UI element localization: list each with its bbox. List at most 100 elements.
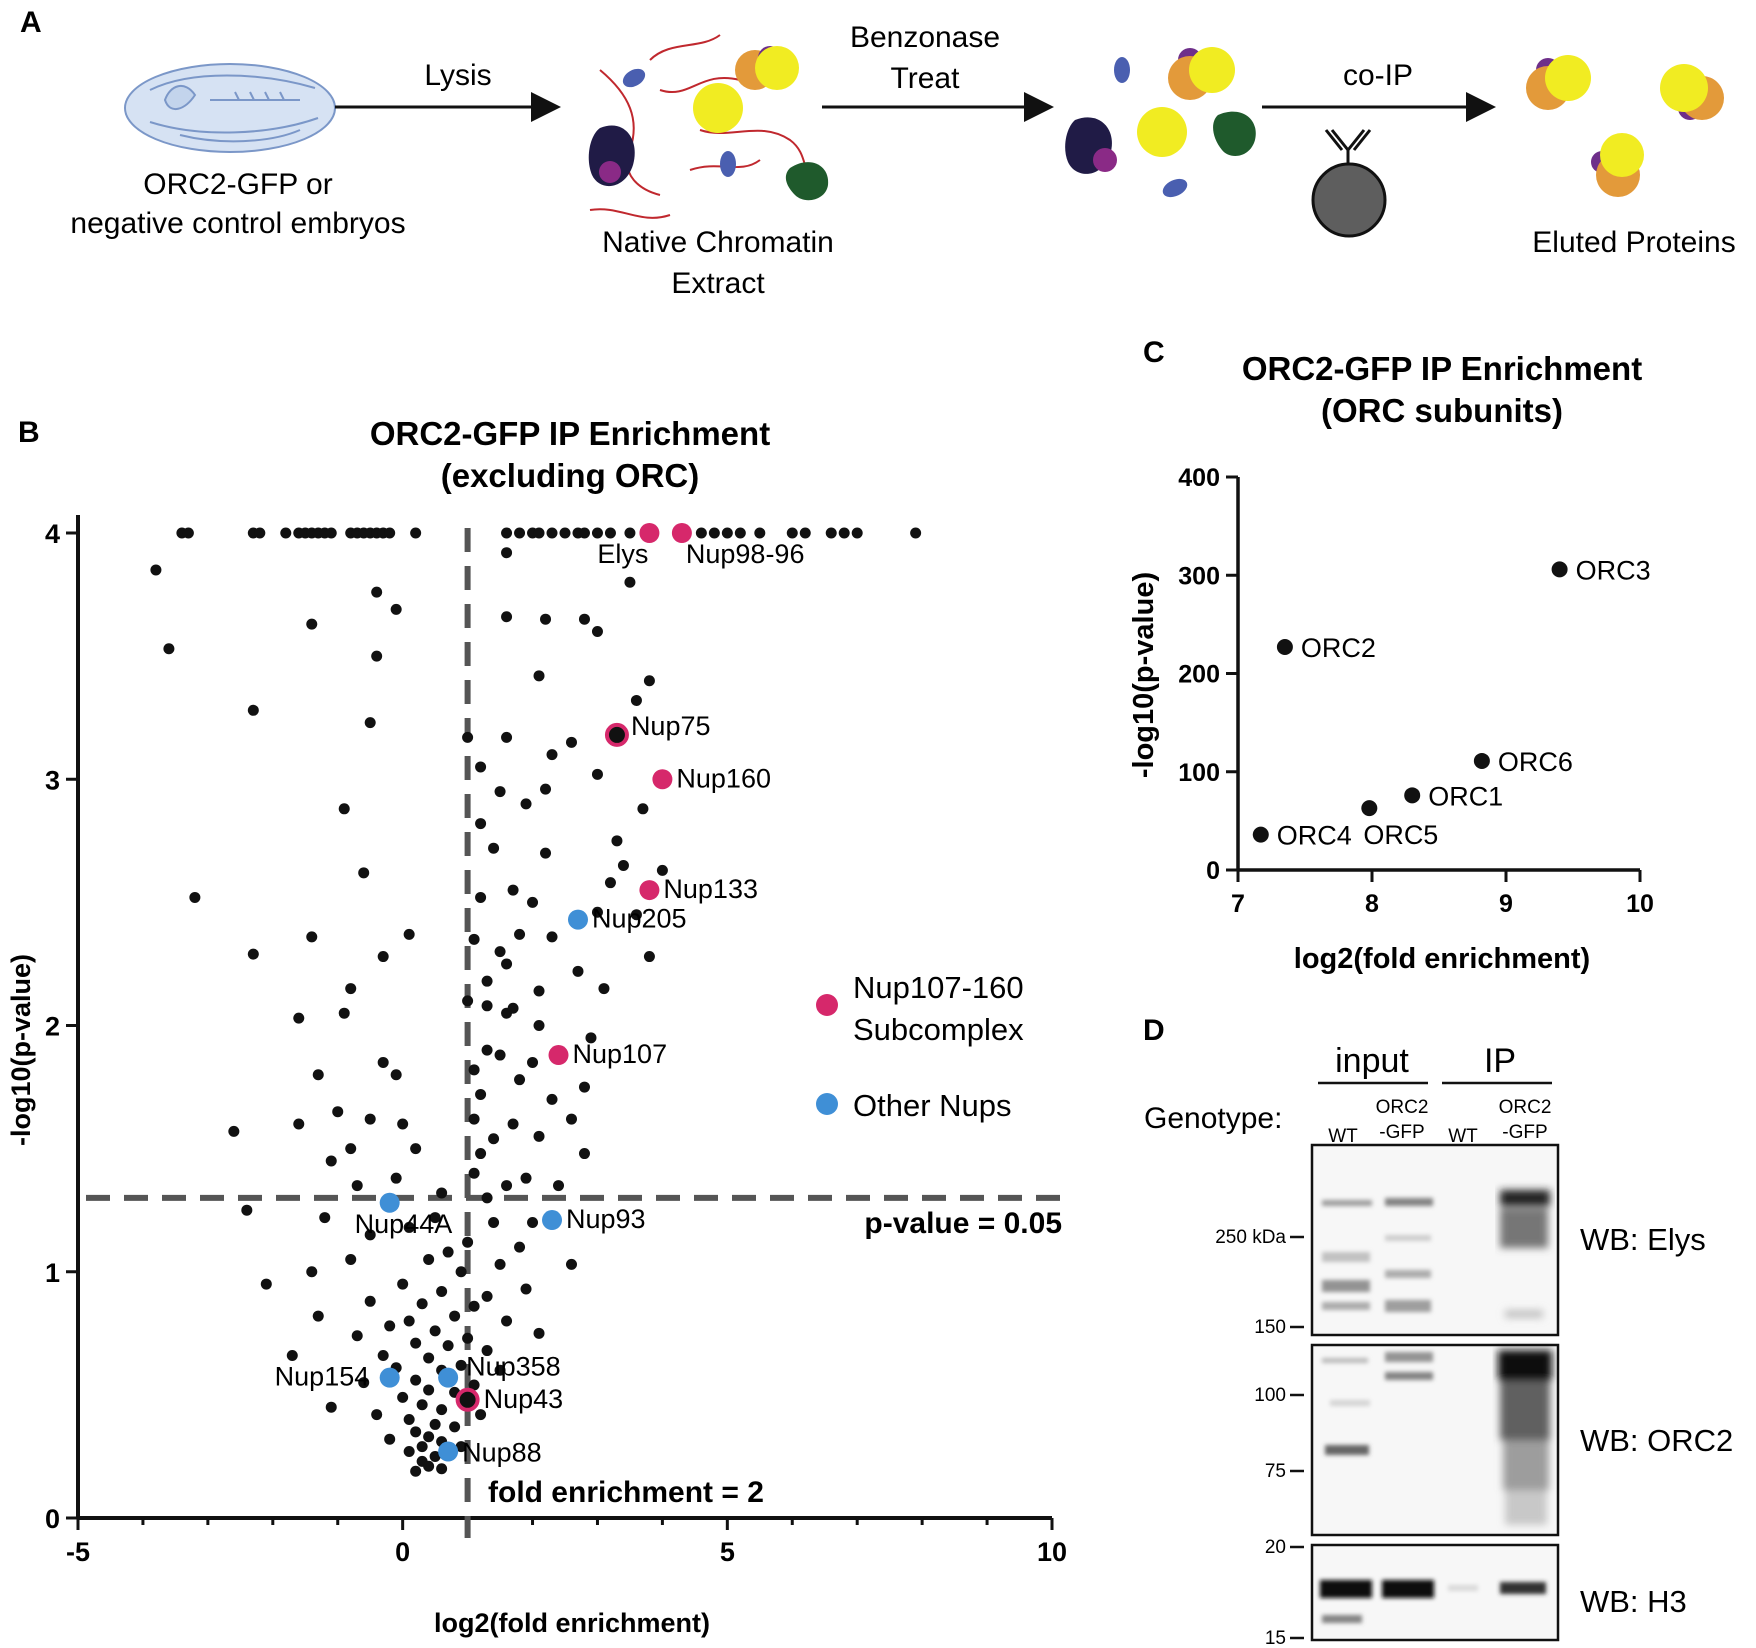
scatter-point — [306, 618, 318, 630]
scatter-point — [533, 670, 545, 682]
group-label-input: input — [1335, 1042, 1409, 1080]
scatter-point — [643, 951, 655, 963]
orc-label-orc5: ORC5 — [1363, 820, 1438, 850]
scatter-point — [280, 527, 292, 539]
scatter-point — [241, 1204, 253, 1216]
scatter-point — [410, 1465, 422, 1477]
scatter-point — [565, 1258, 577, 1270]
nup-label-nup160: Nup160 — [676, 763, 771, 793]
scatter-point — [591, 906, 603, 918]
scatter-point — [488, 842, 500, 854]
panel-d: D input IP Genotype: WT ORC2 -GFP WT ORC… — [1143, 1014, 1733, 1648]
scatter-point — [533, 1020, 545, 1031]
scatter-point — [306, 931, 318, 943]
scatter-point — [910, 527, 922, 539]
panel-a: A ORC2-GFP or negative control embryos L… — [20, 6, 1736, 300]
lane-label-2-line1: ORC2 — [1376, 1097, 1429, 1118]
scatter-point — [514, 1241, 526, 1253]
scatter-point — [624, 576, 636, 588]
scatter-point — [254, 527, 266, 539]
orc-label-orc3: ORC3 — [1576, 555, 1651, 585]
scatter-point — [520, 1283, 532, 1295]
nup-point-nup205 — [567, 909, 588, 930]
scatter-point — [656, 864, 668, 876]
panel-c-points: ORC3 ORC2 ORC6 ORC1 ORC5 ORC4 — [1252, 555, 1651, 851]
scatter-point — [501, 1180, 513, 1192]
nup-label-nup205: Nup205 — [592, 904, 687, 934]
scatter-point — [332, 1106, 344, 1118]
legend-marker-nup107-160 — [816, 994, 838, 1016]
nup-point-nup107 — [548, 1045, 569, 1066]
scatter-point — [565, 1113, 577, 1125]
scatter-point — [325, 1401, 337, 1413]
panel-b-y-tick-label: 2 — [45, 1012, 60, 1042]
scatter-point — [475, 1148, 487, 1160]
scatter-point — [371, 650, 383, 662]
benzonase-label-line1: Benzonase — [850, 21, 1000, 54]
scatter-point — [494, 1258, 506, 1270]
scatter-point — [351, 1180, 363, 1192]
scatter-point — [520, 1172, 532, 1184]
nup-label-nup44a: Nup44A — [355, 1209, 453, 1239]
scatter-point — [604, 877, 616, 889]
scatter-point — [533, 1327, 545, 1339]
scatter-point — [494, 1049, 506, 1061]
pvalue-threshold-label: p-value = 0.05 — [864, 1207, 1062, 1240]
scatter-point — [358, 1377, 370, 1389]
legend-label-nup107-160-line1: Nup107-160 — [853, 970, 1024, 1005]
marker-elys-1: 250 kDa — [1215, 1227, 1286, 1248]
scatter-point — [436, 1404, 448, 1416]
lysis-label: Lysis — [424, 59, 491, 92]
scatter-point — [403, 1315, 415, 1327]
scatter-point — [578, 527, 590, 539]
coip-label: co-IP — [1343, 59, 1413, 92]
panel-b-x-tick-label: -5 — [66, 1537, 90, 1567]
scatter-point — [455, 1441, 467, 1453]
scatter-point — [442, 1246, 454, 1258]
scatter-point — [481, 1192, 493, 1204]
scatter-point — [754, 527, 766, 539]
scatter-point — [501, 1315, 513, 1327]
scatter-point — [384, 527, 396, 539]
scatter-point — [546, 749, 558, 761]
panel-b-point-labels: Elys Nup98-96 Nup75 Nup160 Nup133 Nup107 Nup43… — [275, 539, 805, 1468]
scatter-point — [455, 1359, 467, 1371]
scatter-point — [591, 768, 603, 780]
antibody-bead-illustration — [1311, 129, 1387, 238]
scatter-point — [390, 1172, 402, 1184]
scatter-point — [604, 527, 616, 539]
legend-marker-other-nups — [816, 1093, 838, 1115]
scatter-point — [481, 1345, 493, 1357]
scatter-point — [423, 1460, 435, 1472]
scatter-point — [150, 564, 162, 576]
panel-b-points — [150, 523, 922, 1477]
panel-b-x-tick-label: 5 — [720, 1537, 735, 1567]
scatter-point — [397, 1278, 409, 1290]
scatter-point — [429, 1212, 441, 1224]
scatter-point — [533, 985, 545, 997]
nup-label-nup107: Nup107 — [573, 1039, 668, 1069]
scatter-point — [507, 1118, 519, 1130]
scatter-point — [429, 1418, 441, 1430]
scatter-point — [423, 1253, 435, 1265]
scatter-point — [527, 896, 539, 908]
scatter-point — [468, 1300, 480, 1312]
scatter-point — [643, 675, 655, 687]
scatter-point — [533, 1130, 545, 1142]
scatter-point — [410, 1337, 422, 1349]
scatter-point — [494, 946, 506, 958]
legend-label-nup107-160-line2: Subcomplex — [853, 1012, 1024, 1047]
scatter-point — [585, 1032, 597, 1044]
scatter-point — [319, 1212, 331, 1224]
genotype-label: Genotype: — [1144, 1102, 1282, 1135]
scatter-point — [514, 1074, 526, 1086]
scatter-point — [371, 1409, 383, 1421]
blot-label-h3: WB: H3 — [1580, 1584, 1687, 1619]
scatter-point — [449, 1421, 461, 1433]
scatter-point — [721, 527, 733, 539]
fold-threshold-label: fold enrichment = 2 — [488, 1476, 764, 1509]
scatter-point — [462, 1332, 474, 1344]
scatter-point — [838, 527, 850, 539]
scatter-point — [325, 1155, 337, 1167]
